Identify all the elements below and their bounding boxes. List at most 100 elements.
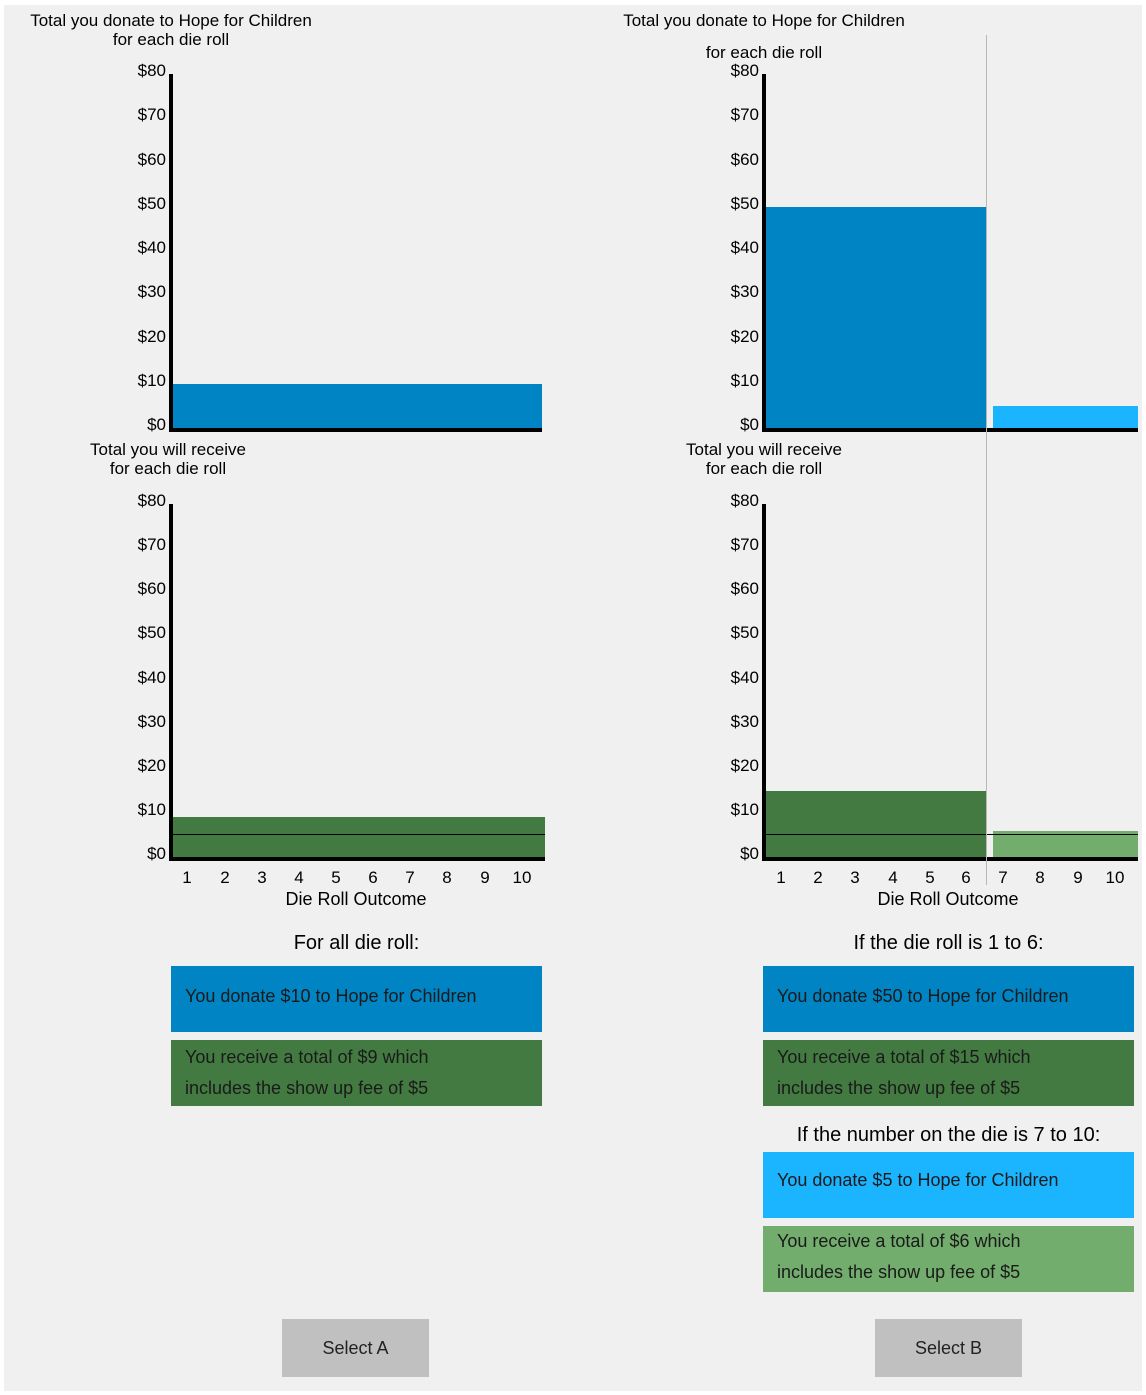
- y-tick-label: $70: [137, 535, 166, 555]
- x-tick-label: 4: [888, 868, 898, 887]
- chart-title-line2: for each die roll: [112, 30, 230, 49]
- receive-text-line2: includes the show up fee of $5: [777, 1262, 1021, 1282]
- y-tick-label: $20: [137, 755, 166, 775]
- x-tick-label: 10: [1105, 868, 1125, 887]
- y-tick-label: $70: [730, 105, 759, 125]
- y-tick-label: $10: [730, 370, 759, 390]
- option-a-donate-box: You donate $10 to Hope for Children: [171, 966, 542, 1032]
- option-b-receive-box-1: You receive a total of $15 which include…: [763, 1040, 1134, 1106]
- select-a-button[interactable]: Select A: [282, 1319, 429, 1377]
- x-tick-label: 6: [961, 868, 971, 887]
- x-tick-label: 4: [294, 868, 304, 887]
- chart-title-line1: Total you donate to Hope for Children: [623, 11, 905, 30]
- x-axis-line: [762, 857, 1138, 861]
- y-tick-label: $60: [137, 579, 166, 599]
- y-axis-line: [169, 74, 173, 431]
- y-tick-label: $70: [730, 535, 759, 555]
- x-tick-label: 6: [368, 868, 378, 887]
- x-tick-label: 3: [257, 868, 267, 887]
- show-up-fee-line: [173, 833, 545, 835]
- receive-text-line2: includes the show up fee of $5: [185, 1078, 429, 1098]
- y-tick-label: $50: [137, 623, 166, 643]
- y-tick-label: $50: [730, 193, 759, 213]
- receive-text-line1: You receive a total of $9 which: [185, 1047, 429, 1067]
- donate-text: You donate $5 to Hope for Children: [777, 1170, 1059, 1190]
- y-tick-label: $20: [730, 326, 759, 346]
- x-tick-label: 5: [331, 868, 341, 887]
- chart-bar: [173, 383, 542, 428]
- chart-title-line2: for each die roll: [109, 459, 227, 478]
- x-tick-label: 10: [512, 868, 532, 887]
- y-tick-label: $40: [730, 667, 759, 687]
- y-tick-label: $0: [147, 415, 166, 434]
- y-tick-label: $50: [137, 193, 166, 213]
- x-tick-label: 1: [776, 868, 786, 887]
- chart-bar: [766, 206, 988, 428]
- receive-text-line2: includes the show up fee of $5: [777, 1078, 1021, 1098]
- x-axis-label-b: Die Roll Outcome: [877, 889, 1019, 909]
- receive-text-line1: You receive a total of $6 which: [777, 1231, 1021, 1251]
- x-axis-line: [169, 857, 545, 861]
- y-axis-line: [762, 74, 766, 431]
- x-tick-label: 7: [405, 868, 415, 887]
- x-tick-label: 1: [182, 868, 192, 887]
- y-tick-label: $80: [730, 491, 759, 510]
- option-b-receive-box-2: You receive a total of $6 which includes…: [763, 1226, 1134, 1292]
- y-tick-label: $50: [730, 623, 759, 643]
- chart-bar: [173, 817, 545, 857]
- chart-title-donate-b: Total you donate to Hope for Children fo…: [602, 11, 926, 62]
- x-axis-line: [762, 428, 1138, 432]
- x-tick-label: 9: [1073, 868, 1083, 887]
- option-b-donate-box-2: You donate $5 to Hope for Children: [763, 1152, 1134, 1218]
- x-tick-label: 8: [1035, 868, 1045, 887]
- select-b-button[interactable]: Select B: [875, 1319, 1022, 1377]
- x-tick-label: 5: [925, 868, 935, 887]
- chart-title-receive-a: Total you will receive for each die roll: [76, 440, 260, 478]
- y-tick-label: $80: [137, 491, 166, 510]
- x-tick-label: 9: [480, 868, 490, 887]
- y-tick-label: $20: [137, 326, 166, 346]
- chart-bar: [766, 790, 988, 857]
- show-up-fee-line: [766, 833, 1138, 835]
- chart-title-line2: for each die roll: [705, 43, 823, 62]
- y-tick-label: $30: [137, 711, 166, 731]
- chart-title-line1: Total you donate to Hope for Children: [30, 11, 312, 30]
- receive-text-line1: You receive a total of $15 which: [777, 1047, 1031, 1067]
- y-tick-label: $60: [137, 149, 166, 169]
- option-b-condition-1: If the die roll is 1 to 6:: [853, 932, 1044, 954]
- chart-title-line2: for each die roll: [705, 459, 823, 478]
- y-tick-label: $10: [137, 370, 166, 390]
- y-tick-label: $30: [730, 282, 759, 302]
- y-tick-label: $30: [730, 711, 759, 731]
- option-a-condition: For all die roll:: [293, 932, 420, 954]
- option-b-condition-2: If the number on the die is 7 to 10:: [796, 1124, 1101, 1146]
- x-tick-label: 7: [998, 868, 1008, 887]
- donate-text: You donate $50 to Hope for Children: [777, 986, 1069, 1006]
- x-tick-label: 2: [220, 868, 230, 887]
- y-tick-label: $60: [730, 149, 759, 169]
- y-axis-line: [762, 504, 766, 860]
- x-tick-label: 8: [442, 868, 452, 887]
- y-tick-label: $0: [740, 844, 759, 863]
- y-tick-label: $70: [137, 105, 166, 125]
- y-tick-label: $10: [730, 799, 759, 819]
- y-tick-label: $30: [137, 282, 166, 302]
- y-tick-label: $40: [137, 667, 166, 687]
- y-tick-label: $20: [730, 755, 759, 775]
- y-tick-label: $0: [147, 844, 166, 863]
- y-tick-label: $60: [730, 579, 759, 599]
- x-axis-label-a: Die Roll Outcome: [285, 889, 427, 909]
- y-tick-label: $40: [730, 238, 759, 257]
- option-a-receive-box: You receive a total of $9 which includes…: [171, 1040, 542, 1106]
- x-tick-label: 2: [813, 868, 823, 887]
- y-tick-label: $80: [730, 61, 759, 80]
- chart-title-receive-b: Total you will receive for each die roll: [672, 440, 856, 478]
- outcome-divider-line: [986, 35, 987, 885]
- y-tick-label: $40: [137, 238, 166, 257]
- x-axis-line: [169, 428, 542, 432]
- chart-title-line1: Total you will receive: [686, 440, 842, 459]
- y-tick-label: $0: [740, 415, 759, 434]
- y-tick-label: $10: [137, 799, 166, 819]
- y-tick-label: $80: [137, 61, 166, 80]
- chart-title-line1: Total you will receive: [90, 440, 246, 459]
